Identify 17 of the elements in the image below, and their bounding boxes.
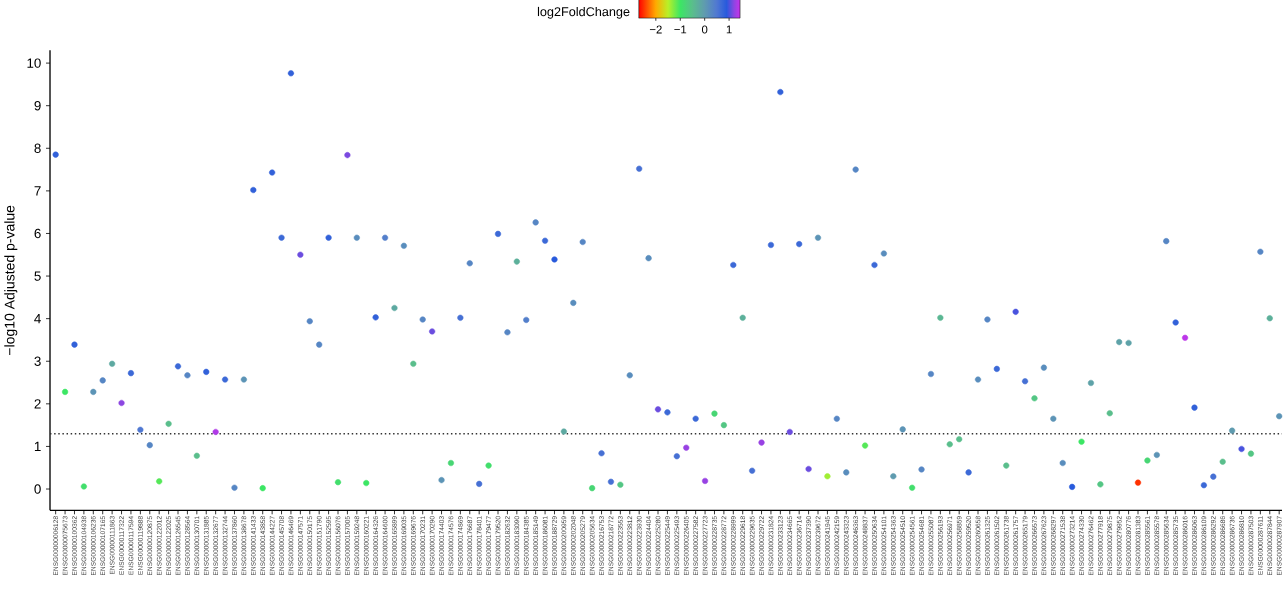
y-tick-label: 6 bbox=[34, 228, 41, 239]
y-axis-title: −log10 Adjusted p-value bbox=[4, 205, 18, 355]
color-bar-label: −2 bbox=[649, 25, 662, 34]
y-tick-label: 1 bbox=[34, 441, 41, 452]
color-bar-label: −1 bbox=[674, 25, 687, 34]
y-tick-label: 10 bbox=[27, 58, 41, 68]
y-tick-label: 7 bbox=[34, 186, 41, 196]
color-bar-label: 0 bbox=[701, 25, 708, 34]
y-tick-label: 0 bbox=[34, 484, 41, 494]
y-tick-label: 8 bbox=[34, 143, 41, 153]
y-tick-label: 9 bbox=[34, 100, 41, 111]
color-bar-title: log2FoldChange bbox=[537, 6, 630, 19]
y-tick-label: 2 bbox=[34, 399, 41, 409]
y-tick-label: 5 bbox=[34, 271, 41, 281]
color-bar-label: 1 bbox=[726, 25, 732, 34]
y-tick-label: 3 bbox=[34, 356, 41, 366]
y-tick-label: 4 bbox=[34, 314, 41, 324]
